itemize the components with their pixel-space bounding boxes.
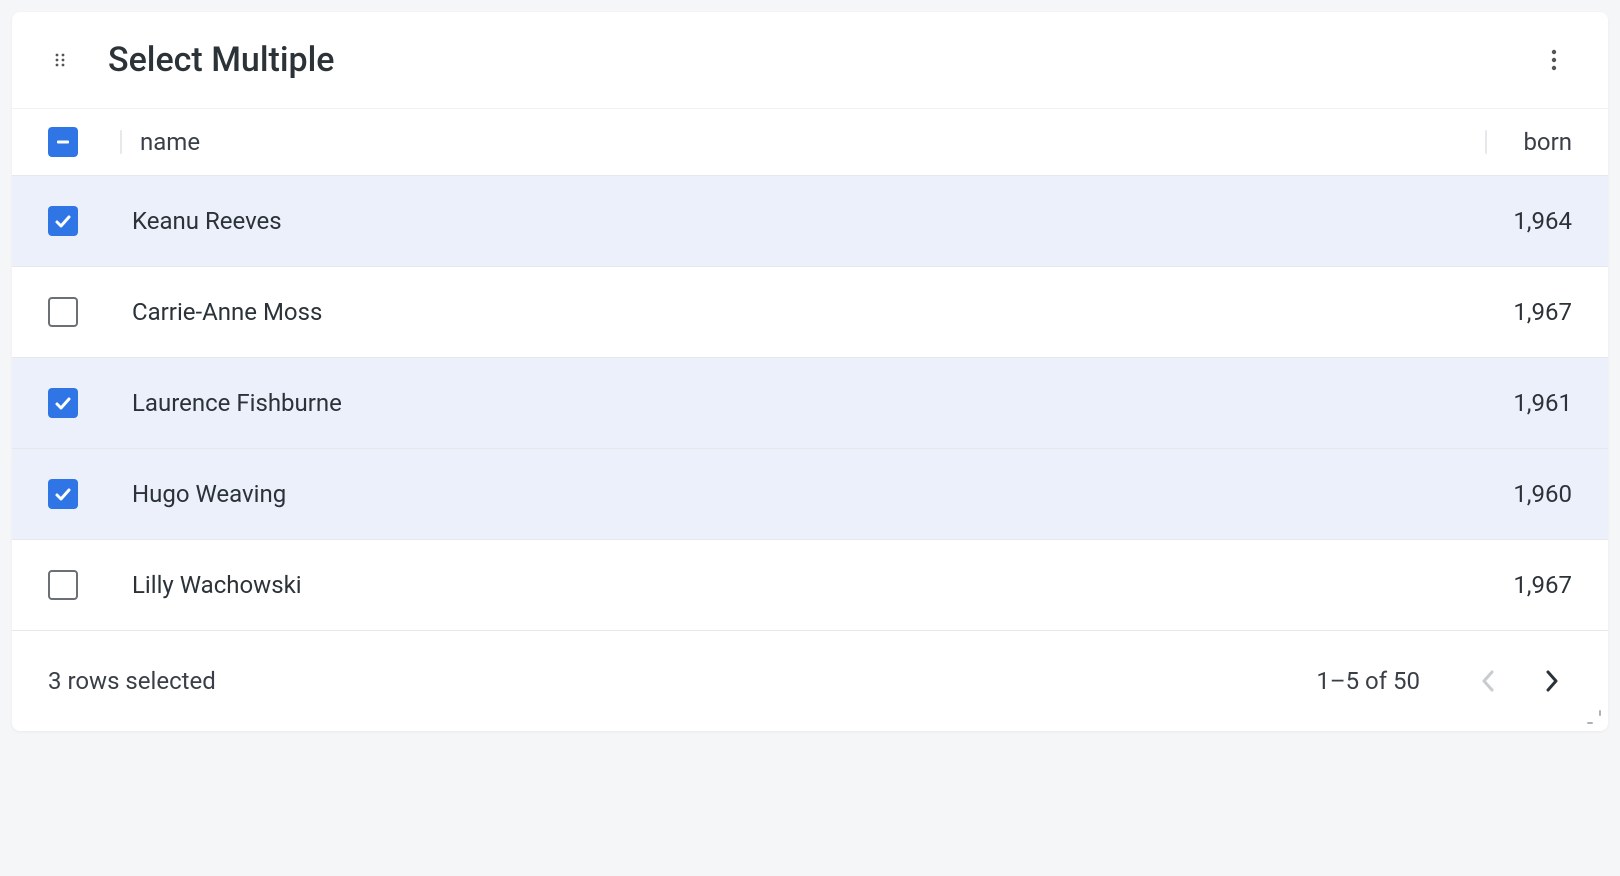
card-header: Select Multiple [12, 12, 1608, 108]
column-divider[interactable] [1485, 130, 1487, 154]
row-checkbox-cell [48, 479, 120, 509]
row-checkbox-cell [48, 206, 120, 236]
row-name-cell: Laurence Fishburne [120, 389, 1513, 417]
header-checkbox-cell [48, 127, 120, 157]
row-name-cell: Lilly Wachowski [120, 571, 1513, 599]
row-name-cell: Hugo Weaving [120, 480, 1513, 508]
row-checkbox[interactable] [48, 570, 78, 600]
table-row[interactable]: Carrie-Anne Moss1,967 [12, 267, 1608, 358]
card-title: Select Multiple [108, 40, 1536, 80]
previous-page-button[interactable] [1468, 661, 1508, 701]
data-table-card: Select Multiple name born Keanu Reeves1,… [12, 12, 1608, 731]
row-name-cell: Keanu Reeves [120, 207, 1513, 235]
column-header-name[interactable]: name [140, 128, 1485, 156]
selected-rows-text: 3 rows selected [48, 667, 1316, 695]
row-checkbox[interactable] [48, 479, 78, 509]
drag-handle-icon[interactable] [48, 48, 72, 72]
select-all-checkbox[interactable] [48, 127, 78, 157]
card-footer: 3 rows selected 1–5 of 50 [12, 631, 1608, 731]
row-checkbox[interactable] [48, 297, 78, 327]
row-born-cell: 1,961 [1513, 389, 1572, 417]
pagination-range-text: 1–5 of 50 [1316, 667, 1420, 695]
more-options-button[interactable] [1536, 42, 1572, 78]
row-checkbox-cell [48, 388, 120, 418]
row-name-cell: Carrie-Anne Moss [120, 298, 1513, 326]
table-row[interactable]: Hugo Weaving1,960 [12, 449, 1608, 540]
table-body: Keanu Reeves1,964Carrie-Anne Moss1,967La… [12, 176, 1608, 631]
row-checkbox[interactable] [48, 388, 78, 418]
row-born-cell: 1,960 [1513, 480, 1572, 508]
row-born-cell: 1,967 [1513, 298, 1572, 326]
table-row[interactable]: Laurence Fishburne1,961 [12, 358, 1608, 449]
row-born-cell: 1,967 [1513, 571, 1572, 599]
table-header-row: name born [12, 108, 1608, 176]
row-checkbox[interactable] [48, 206, 78, 236]
column-divider[interactable] [120, 130, 122, 154]
table-row[interactable]: Keanu Reeves1,964 [12, 176, 1608, 267]
row-checkbox-cell [48, 297, 120, 327]
column-header-born[interactable]: born [1505, 128, 1572, 156]
row-born-cell: 1,964 [1513, 207, 1572, 235]
table-row[interactable]: Lilly Wachowski1,967 [12, 540, 1608, 631]
next-page-button[interactable] [1532, 661, 1572, 701]
row-checkbox-cell [48, 570, 120, 600]
resize-handle-icon[interactable] [1586, 709, 1602, 725]
